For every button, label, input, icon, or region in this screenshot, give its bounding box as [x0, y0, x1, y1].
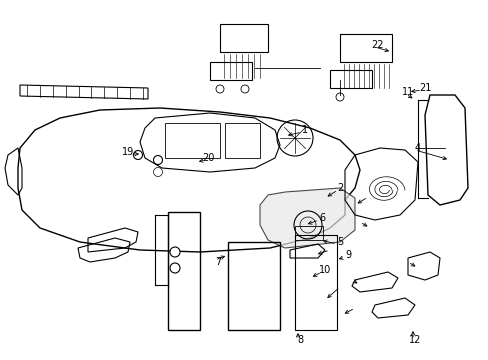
Bar — [227, 242, 280, 330]
Bar — [220, 24, 267, 52]
Circle shape — [216, 85, 224, 93]
Bar — [224, 123, 260, 158]
Text: 2: 2 — [336, 183, 343, 193]
Text: 8: 8 — [296, 335, 303, 345]
Circle shape — [335, 93, 343, 101]
Text: 1: 1 — [301, 125, 307, 135]
Bar — [329, 70, 371, 88]
Bar — [339, 34, 391, 62]
Text: 22: 22 — [371, 40, 384, 50]
Bar — [209, 62, 251, 80]
Circle shape — [170, 263, 180, 273]
Circle shape — [170, 247, 180, 257]
Text: 12: 12 — [408, 335, 420, 345]
Text: 9: 9 — [344, 250, 350, 260]
Text: 21: 21 — [418, 83, 430, 93]
Circle shape — [153, 167, 162, 176]
Text: 11: 11 — [401, 87, 413, 97]
Text: 19: 19 — [122, 147, 134, 157]
Text: 7: 7 — [214, 257, 221, 267]
Text: 5: 5 — [336, 237, 343, 247]
Text: 10: 10 — [318, 265, 330, 275]
Text: 20: 20 — [202, 153, 214, 163]
Bar — [164, 123, 220, 158]
Text: 6: 6 — [318, 213, 325, 223]
Circle shape — [133, 150, 142, 159]
Bar — [294, 226, 323, 240]
Text: 4: 4 — [414, 143, 420, 153]
Bar — [294, 235, 336, 330]
Circle shape — [241, 85, 248, 93]
Bar — [168, 212, 200, 330]
Polygon shape — [260, 188, 354, 248]
Circle shape — [153, 156, 162, 165]
